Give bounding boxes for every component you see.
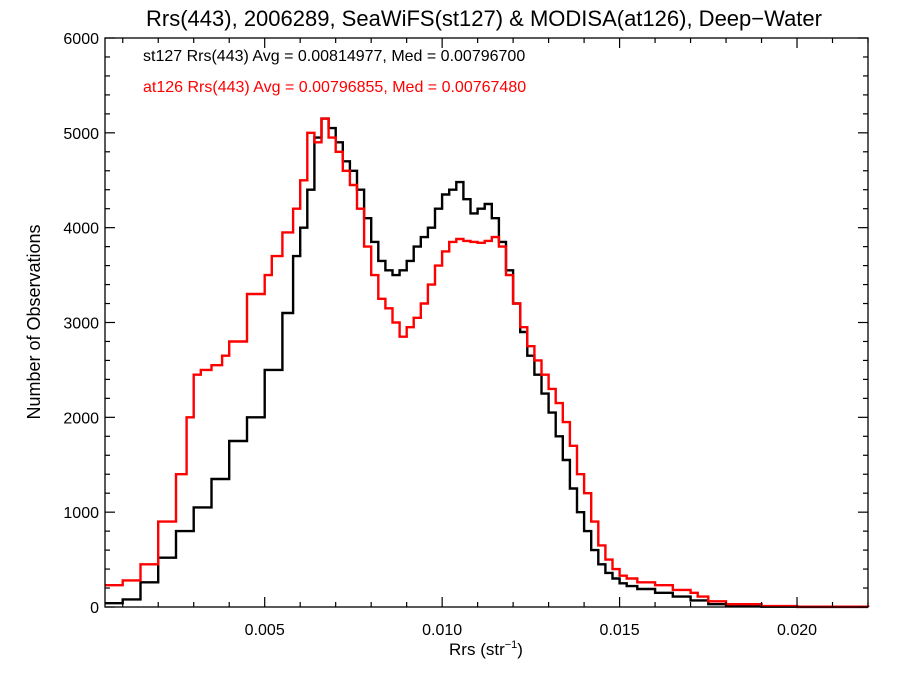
plot-frame	[104, 37, 869, 608]
y-tick-label: 2000	[63, 410, 99, 427]
y-tick-label: 3000	[63, 316, 99, 333]
y-axis-label: Number of Observations	[24, 224, 44, 419]
y-tick-label: 4000	[63, 221, 99, 238]
x-axis-label-superscript: −1	[505, 639, 518, 651]
legend-entry-at126: at126 Rrs(443) Avg = 0.00796855, Med = 0…	[143, 79, 526, 96]
y-tick-label: 1000	[63, 505, 99, 522]
plot-area	[105, 117, 870, 609]
x-axis-label-close: )	[517, 640, 523, 659]
axes: 0.005 0.010 0.015 0.020 0 1000 2000 3000 4000 500…	[63, 31, 869, 639]
legend-entry-st127: st127 Rrs(443) Avg = 0.00814977, Med = 0…	[143, 48, 525, 65]
y-tick-label: 5000	[63, 126, 99, 143]
x-tick-label: 0.020	[777, 622, 817, 639]
chart-title: Rrs(443), 2006289, SeaWiFS(st127) & MODI…	[146, 6, 822, 31]
y-tick-label: 6000	[63, 31, 99, 48]
x-axis-label-main: Rrs (str	[449, 640, 505, 659]
y-tick-label: 0	[90, 600, 99, 617]
series-line-at126	[105, 117, 870, 608]
x-tick-label: 0.015	[600, 622, 640, 639]
x-tick-label: 0.010	[422, 622, 462, 639]
series-line-st127	[105, 117, 870, 609]
x-axis-label: Rrs (str−1)	[449, 639, 523, 659]
x-tick-label: 0.005	[245, 622, 285, 639]
